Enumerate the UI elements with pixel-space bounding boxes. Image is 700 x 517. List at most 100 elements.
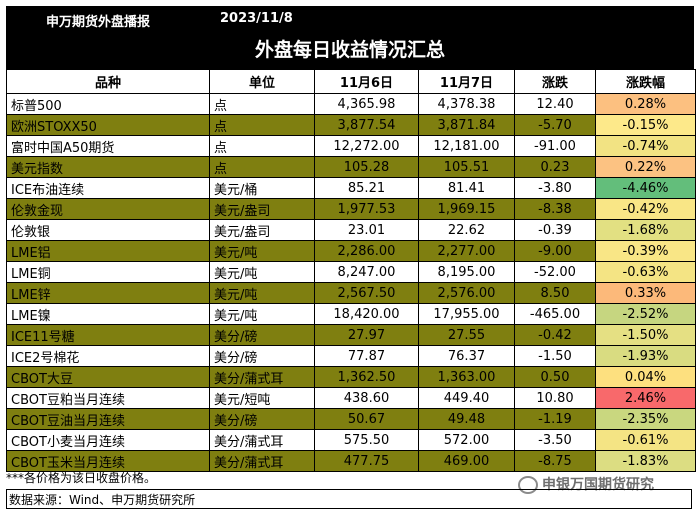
cell-unit: 美分/蒲式耳 <box>209 366 315 388</box>
cell-pct: 0.33% <box>595 282 696 304</box>
cell-day1: 4,365.98 <box>314 93 419 115</box>
cell-day1: 1,362.50 <box>314 366 419 388</box>
cell-day2: 17,955.00 <box>418 303 515 325</box>
header-row: 品种 单位 11月6日 11月7日 涨跌 涨跌幅 <box>6 69 696 94</box>
cell-day2: 572.00 <box>418 429 515 451</box>
cell-day2: 12,181.00 <box>418 135 515 157</box>
cell-pct: -2.35% <box>595 408 696 430</box>
cell-day2: 8,195.00 <box>418 261 515 283</box>
cell-unit: 美元/吨 <box>209 261 315 283</box>
cell-day1: 438.60 <box>314 387 419 409</box>
cell-change: 12.40 <box>514 93 596 115</box>
cell-name: LME锌 <box>6 282 210 304</box>
cell-day1: 2,286.00 <box>314 240 419 262</box>
cell-unit: 点 <box>209 156 315 178</box>
cell-day2: 449.40 <box>418 387 515 409</box>
cell-day1: 23.01 <box>314 219 419 241</box>
cell-change: -0.42 <box>514 324 596 346</box>
cell-pct: -0.15% <box>595 114 696 136</box>
data-source: 数据来源：Wind、申万期货研究所 <box>6 489 692 509</box>
cell-name: LME镍 <box>6 303 210 325</box>
table-row: ICE11号糖 美分/磅 27.97 27.55 -0.42 -1.50% <box>6 324 696 346</box>
cell-name: CBOT豆粕当月连续 <box>6 387 210 409</box>
cell-change: 0.23 <box>514 156 596 178</box>
cell-pct: -1.68% <box>595 219 696 241</box>
cell-name: 标普500 <box>6 93 210 115</box>
cell-name: LME铜 <box>6 261 210 283</box>
cell-change: -9.00 <box>514 240 596 262</box>
cell-unit: 美元/吨 <box>209 282 315 304</box>
cell-pct: 0.28% <box>595 93 696 115</box>
cell-unit: 美元/短吨 <box>209 387 315 409</box>
report-date: 2023/11/8 <box>220 11 293 26</box>
cell-day2: 49.48 <box>418 408 515 430</box>
cell-day1: 50.67 <box>314 408 419 430</box>
cell-day2: 22.62 <box>418 219 515 241</box>
cell-change: -465.00 <box>514 303 596 325</box>
cell-day2: 4,378.38 <box>418 93 515 115</box>
org-name: 申万期货外盘播报 <box>46 15 151 30</box>
cell-day2: 81.41 <box>418 177 515 199</box>
table-title: 外盘每日收益情况汇总 <box>6 31 694 69</box>
cell-pct: -0.39% <box>595 240 696 262</box>
cell-pct: -1.93% <box>595 345 696 367</box>
cell-day1: 3,877.54 <box>314 114 419 136</box>
cell-unit: 点 <box>209 93 315 115</box>
cell-change: -5.70 <box>514 114 596 136</box>
cell-change: -8.75 <box>514 450 596 472</box>
cell-pct: -0.74% <box>595 135 696 157</box>
table-row: ICE2号棉花 美分/磅 77.87 76.37 -1.50 -1.93% <box>6 345 696 367</box>
cell-day1: 77.87 <box>314 345 419 367</box>
cell-unit: 美元/盎司 <box>209 219 315 241</box>
cell-name: 富时中国A50期货 <box>6 135 210 157</box>
cell-name: CBOT豆油当月连续 <box>6 408 210 430</box>
cell-change: 8.50 <box>514 282 596 304</box>
cell-change: -8.38 <box>514 198 596 220</box>
price-note: ***各价格为该日收盘价格。 <box>6 471 157 485</box>
table-row: LME锌 美元/吨 2,567.50 2,576.00 8.50 0.33% <box>6 282 696 304</box>
cell-day1: 2,567.50 <box>314 282 419 304</box>
cell-change: 10.80 <box>514 387 596 409</box>
table-row: 标普500 点 4,365.98 4,378.38 12.40 0.28% <box>6 93 696 115</box>
cell-unit: 美分/磅 <box>209 408 315 430</box>
table-row: 欧洲STOXX50 点 3,877.54 3,871.84 -5.70 -0.15% <box>6 114 696 136</box>
cell-change: -52.00 <box>514 261 596 283</box>
cell-day1: 18,420.00 <box>314 303 419 325</box>
col-header-change: 涨跌 <box>514 69 596 94</box>
wechat-icon <box>518 476 538 494</box>
table-row: LME铜 美元/吨 8,247.00 8,195.00 -52.00 -0.63% <box>6 261 696 283</box>
table-row: ICE布油连续 美元/桶 85.21 81.41 -3.80 -4.46% <box>6 177 696 199</box>
cell-day1: 85.21 <box>314 177 419 199</box>
cell-day2: 27.55 <box>418 324 515 346</box>
cell-unit: 美分/磅 <box>209 324 315 346</box>
table-row: LME镍 美元/吨 18,420.00 17,955.00 -465.00 -2.52% <box>6 303 696 325</box>
cell-pct: -1.50% <box>595 324 696 346</box>
cell-name: CBOT大豆 <box>6 366 210 388</box>
cell-pct: -2.52% <box>595 303 696 325</box>
cell-pct: -1.83% <box>595 450 696 472</box>
cell-unit: 美元/盎司 <box>209 198 315 220</box>
cell-day1: 12,272.00 <box>314 135 419 157</box>
cell-unit: 美分/蒲式耳 <box>209 450 315 472</box>
cell-unit: 美元/吨 <box>209 303 315 325</box>
table-row: CBOT豆粕当月连续 美元/短吨 438.60 449.40 10.80 2.46% <box>6 387 696 409</box>
cell-day2: 3,871.84 <box>418 114 515 136</box>
cell-day2: 1,969.15 <box>418 198 515 220</box>
cell-pct: 2.46% <box>595 387 696 409</box>
cell-unit: 点 <box>209 114 315 136</box>
cell-day1: 575.50 <box>314 429 419 451</box>
table-row: 伦敦金现 美元/盎司 1,977.53 1,969.15 -8.38 -0.42% <box>6 198 696 220</box>
col-header-day1: 11月6日 <box>314 69 419 94</box>
cell-name: 伦敦银 <box>6 219 210 241</box>
col-header-pct: 涨跌幅 <box>595 69 696 94</box>
cell-pct: -0.42% <box>595 198 696 220</box>
table-row: 美元指数点 105.28 105.51 0.23 0.22% <box>6 156 696 178</box>
col-header-name: 品种 <box>6 69 210 94</box>
cell-day1: 477.75 <box>314 450 419 472</box>
cell-day2: 105.51 <box>418 156 515 178</box>
table-row: 富时中国A50期货点 12,272.00 12,181.00 -91.00 -0.74% <box>6 135 696 157</box>
cell-change: -3.80 <box>514 177 596 199</box>
cell-name: 伦敦金现 <box>6 198 210 220</box>
cell-change: -3.50 <box>514 429 596 451</box>
cell-name: CBOT小麦当月连续 <box>6 429 210 451</box>
